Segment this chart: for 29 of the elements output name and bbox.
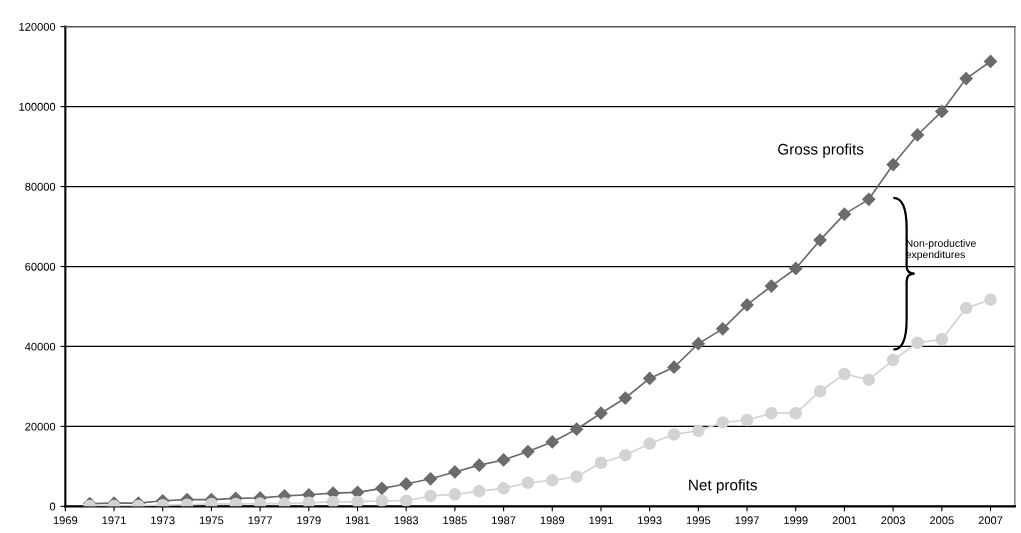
x-tick-label: 2003 xyxy=(881,516,906,525)
x-tick-label: 1975 xyxy=(199,516,224,525)
x-tick-label: 1991 xyxy=(589,516,613,525)
x-tick-label: 1979 xyxy=(297,516,321,525)
x-tick-label: 1993 xyxy=(638,516,662,525)
x-tick-label: 1989 xyxy=(540,516,565,525)
text: Net profits xyxy=(689,479,757,494)
x-tick-label: 1981 xyxy=(346,516,370,525)
y-tick-label: 80000 xyxy=(25,182,56,191)
x-tick-label: 1999 xyxy=(784,516,808,525)
x-tick-label: 1995 xyxy=(686,516,711,525)
x-tick-label: 2001 xyxy=(832,516,857,525)
series-label: Gross profits xyxy=(778,143,864,158)
x-tick-label: 1987 xyxy=(492,516,516,525)
x-tick-label: 2005 xyxy=(930,516,954,525)
x-tick-label: 1997 xyxy=(735,516,759,525)
x-tick-label: 1983 xyxy=(394,516,419,525)
x-tick-label: 1969 xyxy=(53,516,78,525)
x-tick-label: 1985 xyxy=(443,516,467,525)
x-tick-label: 2007 xyxy=(978,516,1003,525)
y-tick-label: 20000 xyxy=(25,422,56,431)
y-tick-label: 40000 xyxy=(24,342,56,351)
x-tick-label: 1977 xyxy=(248,516,272,525)
y-tick-label: 60000 xyxy=(25,262,56,271)
x-tick-label: 1973 xyxy=(151,516,175,525)
y-tick-label: 100000 xyxy=(19,102,56,111)
y-tick-label: 0 xyxy=(49,502,56,511)
x-tick-label: 1971 xyxy=(102,516,126,525)
y-tick-label: 120000 xyxy=(19,22,56,31)
